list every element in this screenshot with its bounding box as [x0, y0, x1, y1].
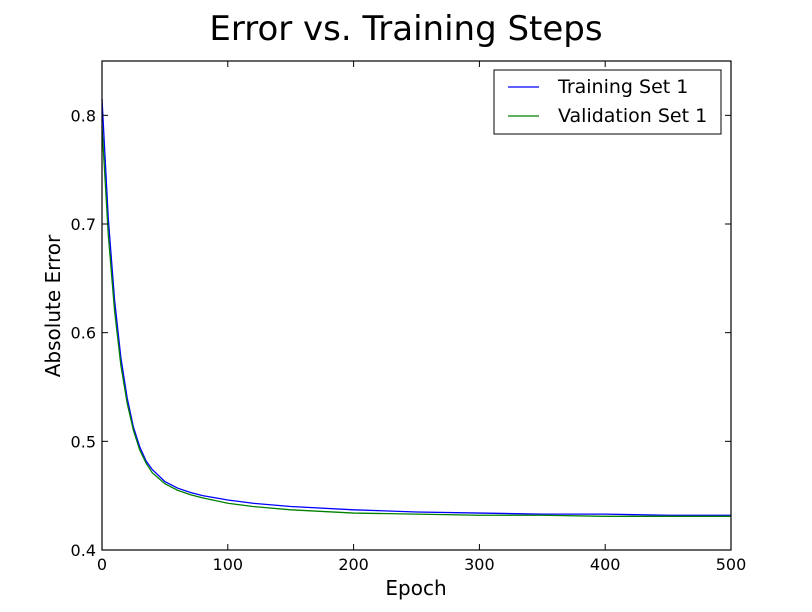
- y-tick-label: 0.7: [71, 215, 96, 234]
- legend-label-validation: Validation Set 1: [558, 105, 707, 127]
- plot-frame: [101, 60, 732, 551]
- x-tick-label: 500: [716, 555, 747, 574]
- series-line-validation: [101, 126, 731, 517]
- chart-title: Error vs. Training Steps: [209, 9, 602, 49]
- x-axis-label: Epoch: [385, 576, 446, 600]
- y-tick-label: 0.6: [71, 324, 96, 343]
- x-tick-label: 300: [464, 555, 495, 574]
- x-tick-label: 0: [97, 555, 107, 574]
- y-axis-ticks: 0.4 0.5 0.6 0.7 0.8: [71, 106, 731, 560]
- y-tick-label: 0.5: [71, 432, 96, 451]
- y-tick-label: 0.8: [71, 106, 96, 125]
- x-tick-label: 100: [213, 555, 244, 574]
- legend-label-training: Training Set 1: [557, 76, 688, 98]
- series-layer: [101, 98, 731, 517]
- legend: Training Set 1 Validation Set 1: [493, 69, 722, 135]
- x-tick-label: 200: [338, 555, 369, 574]
- y-tick-label: 0.4: [71, 541, 96, 560]
- x-axis-ticks: 0 100 200 300 400 500: [97, 61, 746, 574]
- y-axis-label: Absolute Error: [41, 234, 65, 377]
- legend-box: [493, 69, 722, 135]
- series-line-training: [101, 98, 731, 516]
- x-tick-label: 400: [590, 555, 621, 574]
